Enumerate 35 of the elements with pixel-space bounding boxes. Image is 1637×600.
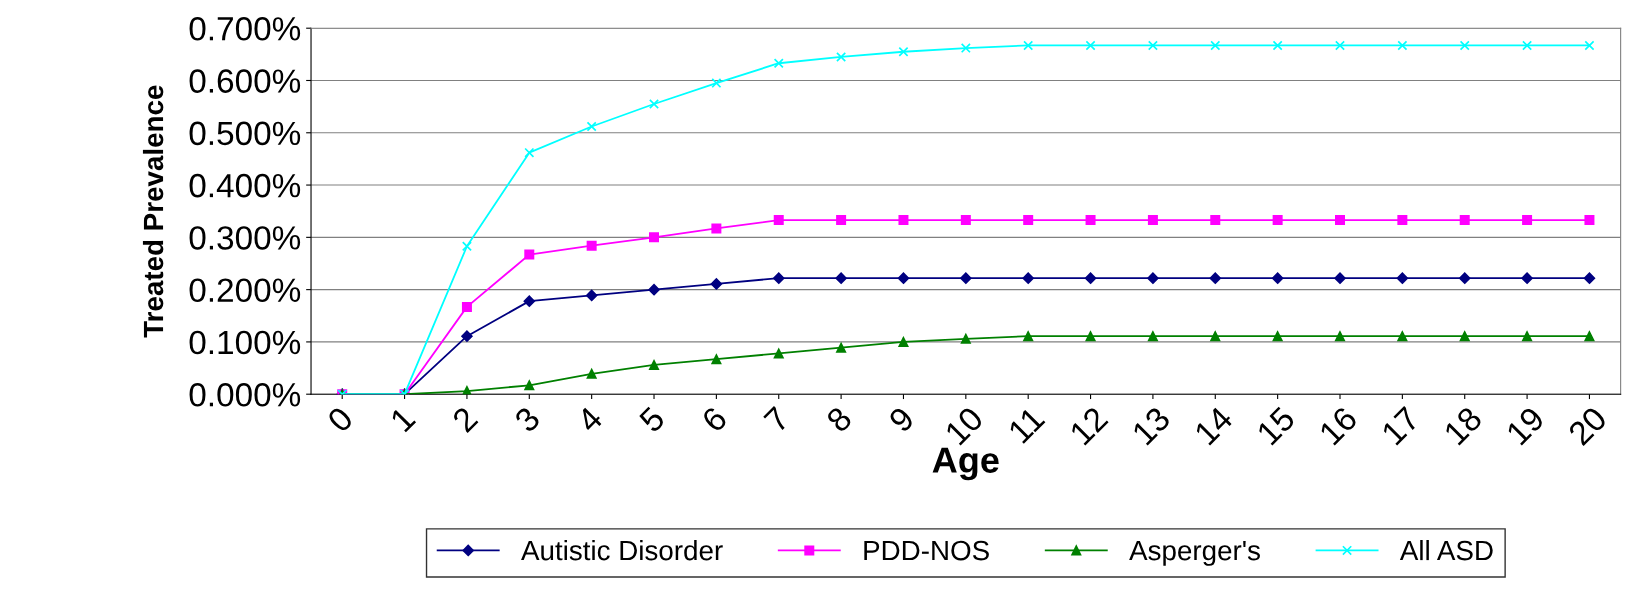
x-axis-title: Age <box>932 447 999 481</box>
x-tick-label: 16 <box>1318 405 1359 446</box>
legend-label: Autistic Disorder <box>521 539 723 561</box>
y-tick-label: 0.400% <box>189 173 301 198</box>
legend-label: Asperger's <box>1129 541 1260 566</box>
y-tick-label: 0.000% <box>189 383 301 407</box>
x-tick-label: 8 <box>825 405 853 434</box>
y-tick-label: 0.100% <box>189 330 301 355</box>
y-tick-label: 0.500% <box>189 121 301 146</box>
x-tick-label: 3 <box>513 405 542 434</box>
y-tick-label: 0.200% <box>189 278 301 303</box>
y-tick-label: 0.700% <box>189 17 301 41</box>
x-tick-label: 7 <box>763 405 791 433</box>
x-tick-label: 13 <box>1131 405 1172 446</box>
y-axis-title: Treated Prevalence <box>142 85 164 338</box>
x-tick-label: 5 <box>638 405 666 434</box>
y-tick-label: 0.300% <box>189 226 301 250</box>
x-tick-label: 19 <box>1505 405 1546 446</box>
legend-label: PDD-NOS <box>864 540 989 561</box>
x-tick-label: 12 <box>1068 405 1109 446</box>
y-tick-label: 0.600% <box>189 69 301 93</box>
legend-label: All ASD <box>1399 539 1493 561</box>
x-tick-label: 6 <box>700 405 729 434</box>
x-tick-label: 2 <box>451 405 479 433</box>
x-tick-label: 20 <box>1567 405 1608 447</box>
x-tick-label: 14 <box>1193 405 1234 446</box>
x-tick-label: 15 <box>1256 405 1297 446</box>
x-tick-label: 4 <box>575 405 604 434</box>
x-tick-label: 11 <box>1007 405 1046 444</box>
x-tick-label: 0 <box>326 405 355 434</box>
x-tick-label: 18 <box>1443 405 1484 446</box>
x-tick-label: 10 <box>944 405 985 446</box>
x-tick-label: 9 <box>887 405 916 434</box>
x-tick-label: 17 <box>1380 405 1421 446</box>
x-tick-label: 1 <box>389 405 417 433</box>
